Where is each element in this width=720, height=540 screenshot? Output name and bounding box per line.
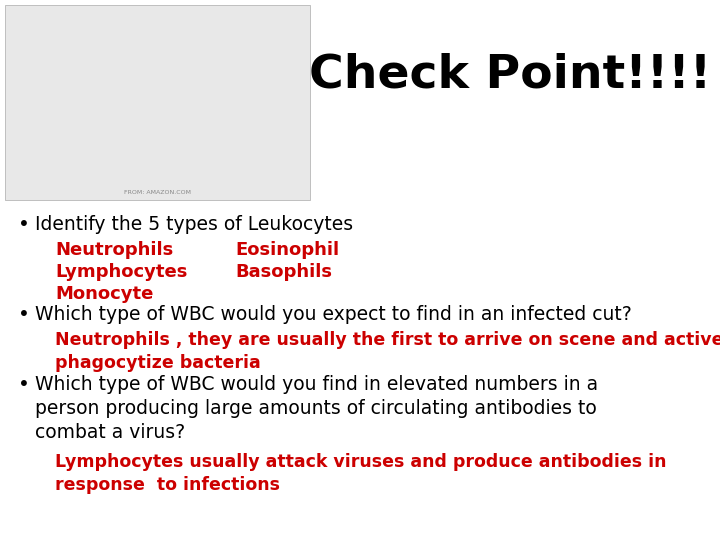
Text: Eosinophil: Eosinophil <box>235 241 339 259</box>
Text: Check Point!!!!: Check Point!!!! <box>309 52 711 98</box>
Text: FROM: AMAZON.COM: FROM: AMAZON.COM <box>124 190 191 195</box>
Text: Basophils: Basophils <box>235 263 332 281</box>
Text: Which type of WBC would you expect to find in an infected cut?: Which type of WBC would you expect to fi… <box>35 305 631 324</box>
Text: Neutrophils , they are usually the first to arrive on scene and actively
phagocy: Neutrophils , they are usually the first… <box>55 331 720 372</box>
Text: Monocyte: Monocyte <box>55 285 153 303</box>
Text: Lymphocytes: Lymphocytes <box>55 263 187 281</box>
Text: •: • <box>18 375 30 394</box>
Text: Which type of WBC would you find in elevated numbers in a
person producing large: Which type of WBC would you find in elev… <box>35 375 598 442</box>
FancyBboxPatch shape <box>5 5 310 200</box>
Text: Lymphocytes usually attack viruses and produce antibodies in
response  to infect: Lymphocytes usually attack viruses and p… <box>55 453 667 494</box>
Text: •: • <box>18 305 30 324</box>
Text: Neutrophils: Neutrophils <box>55 241 174 259</box>
Text: •: • <box>18 215 30 234</box>
Text: Identify the 5 types of Leukocytes: Identify the 5 types of Leukocytes <box>35 215 353 234</box>
